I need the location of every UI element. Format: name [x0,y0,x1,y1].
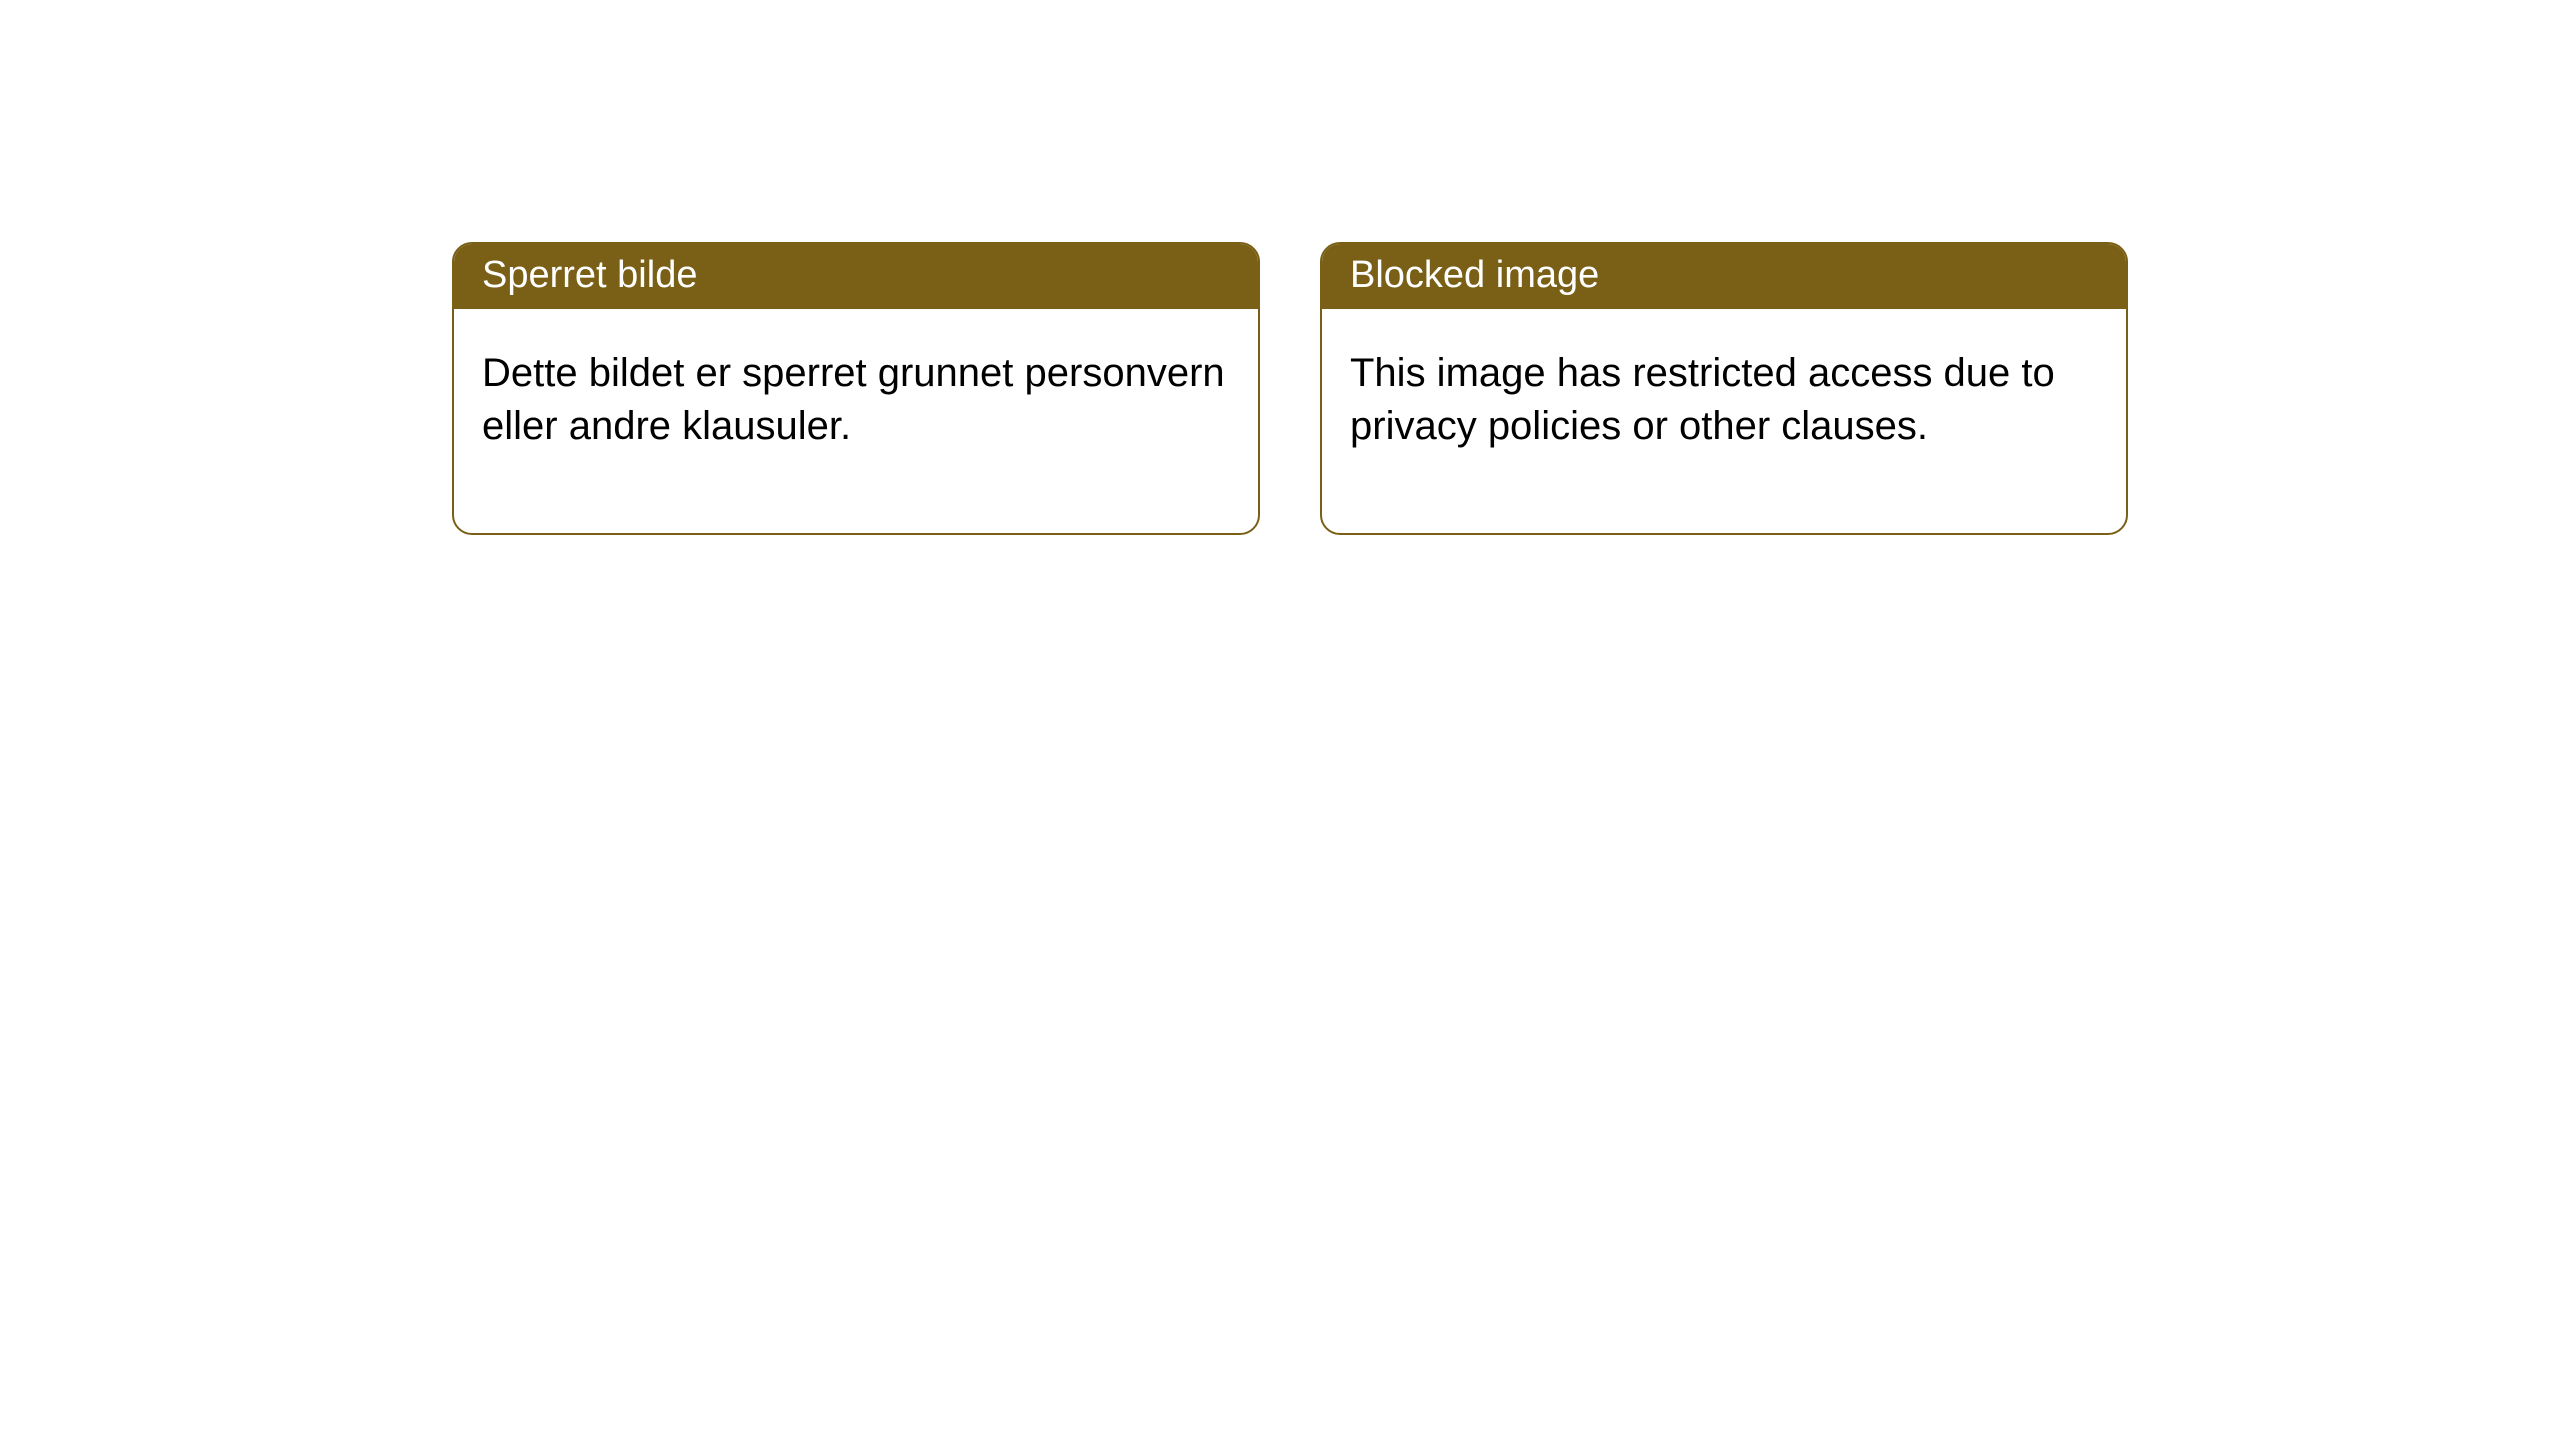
card-header: Sperret bilde [454,244,1258,309]
card-title: Sperret bilde [482,254,697,296]
card-header: Blocked image [1322,244,2126,309]
card-message: Dette bildet er sperret grunnet personve… [482,351,1225,448]
card-body: Dette bildet er sperret grunnet personve… [454,309,1258,533]
notice-container: Sperret bilde Dette bildet er sperret gr… [0,0,2560,535]
notice-card-norwegian: Sperret bilde Dette bildet er sperret gr… [452,242,1260,535]
card-message: This image has restricted access due to … [1350,351,2055,448]
card-body: This image has restricted access due to … [1322,309,2126,533]
card-title: Blocked image [1350,254,1599,296]
notice-card-english: Blocked image This image has restricted … [1320,242,2128,535]
